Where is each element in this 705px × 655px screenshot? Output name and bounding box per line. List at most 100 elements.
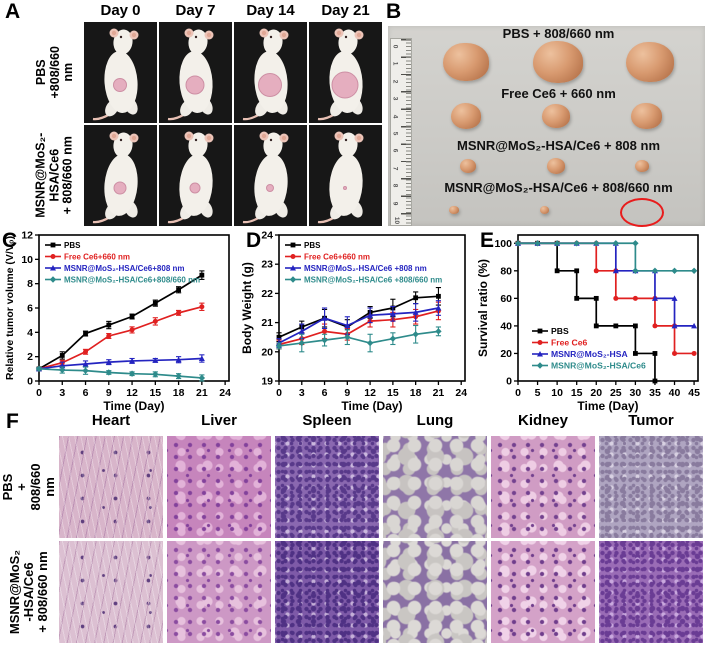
mouse-photo: [234, 125, 307, 226]
svg-text:6: 6: [322, 387, 328, 399]
histology-tile-tumor: [599, 541, 703, 643]
histology-tile-spleen: [275, 436, 379, 538]
mouse-illustration: [309, 22, 382, 123]
svg-text:21: 21: [261, 317, 273, 329]
ruler-number: 0: [391, 44, 399, 49]
histology-tile-kidney: [491, 541, 595, 643]
svg-text:Body Weight (g): Body Weight (g): [240, 262, 254, 354]
organ-header: Heart: [91, 412, 131, 429]
svg-text:21: 21: [196, 387, 208, 399]
svg-text:24: 24: [261, 230, 273, 242]
treatment-group-label: MSNR@MoS₂- HSA/Ce6 + 808/660 nm: [28, 125, 82, 226]
mouse-illustration: [84, 125, 157, 226]
mouse-illustration: [309, 125, 382, 226]
svg-text:80: 80: [500, 265, 512, 277]
red-circle-no-tumor: [620, 198, 664, 227]
ruler-number: 1: [391, 62, 399, 66]
ruler-number: 7: [391, 166, 399, 171]
svg-text:21: 21: [433, 387, 445, 399]
svg-text:Free Ce6: Free Ce6: [551, 338, 588, 348]
svg-text:22: 22: [261, 288, 273, 300]
excised-tumor: [451, 103, 481, 129]
svg-text:9: 9: [344, 387, 350, 399]
day-header: Day 7: [175, 2, 216, 19]
svg-text:0: 0: [506, 376, 512, 388]
mouse-illustration: [84, 22, 157, 123]
svg-text:20: 20: [261, 346, 273, 358]
svg-text:18: 18: [410, 387, 422, 399]
svg-text:0: 0: [36, 387, 42, 399]
svg-text:24: 24: [455, 387, 467, 399]
histology-tile-lung: [383, 541, 487, 643]
svg-text:Relative tumor volume (V/V₀): Relative tumor volume (V/V₀): [4, 236, 16, 380]
svg-text:6: 6: [27, 303, 33, 315]
mouse-photo: [84, 125, 157, 226]
ruler-number: 9: [391, 201, 399, 205]
ruler-number: 4: [391, 114, 399, 118]
svg-text:MSNR@MoS₂-HSA/Ce6 +808/660 nm: MSNR@MoS₂-HSA/Ce6 +808/660 nm: [304, 276, 442, 285]
excised-tumor: [533, 41, 583, 83]
excised-tumor: [460, 159, 476, 173]
organ-header: Kidney: [517, 412, 568, 429]
mouse-photo: [309, 125, 382, 226]
chart-c: 0 3 6 9 12 15 18 21 24 0 2 4 6 8 10 12 Time (Day) Relativ…: [2, 229, 238, 414]
chart-e: 0 5 10 15 20 25 30 35 40 45 0 20 40 60 80 100 Time (Day)…: [476, 229, 705, 413]
treatment-group-label-text: PBS +808/660 nm: [33, 46, 75, 99]
chart-d-svg: 0 3 6 9 12 15 18 21 24 19 20 21 22 23 24 Time (Day) Body…: [240, 230, 467, 414]
svg-text:10: 10: [551, 387, 563, 399]
svg-text:40: 40: [500, 320, 512, 332]
svg-text:MSNR@MoS₂-HSA/Ce6 +808 nm: MSNR@MoS₂-HSA/Ce6 +808 nm: [304, 264, 427, 273]
legend: PBS Free Ce6+660 nm MSNR@MoS₂-HSA/Ce6 +808…: [285, 241, 442, 285]
svg-text:Free Ce6+660 nm: Free Ce6+660 nm: [64, 253, 130, 262]
tumor-group-label: MSNR@MoS₂-HSA/Ce6 + 808 nm: [456, 138, 661, 153]
svg-text:15: 15: [571, 387, 583, 399]
histology-tile-liver: [167, 541, 271, 643]
svg-text:10: 10: [21, 254, 33, 266]
treatment-group-label: PBS +808/660 nm: [28, 22, 82, 123]
ruler-number: 10: [393, 216, 401, 225]
svg-text:15: 15: [149, 387, 161, 399]
svg-text:Time (Day): Time (Day): [341, 399, 402, 413]
excised-tumor: [542, 104, 570, 128]
svg-text:12: 12: [21, 230, 33, 242]
svg-text:PBS: PBS: [64, 241, 81, 250]
mouse-illustration: [234, 125, 307, 226]
mouse-photo: [159, 22, 232, 123]
svg-text:25: 25: [610, 387, 622, 399]
treatment-group-label-text: MSNR@MoS₂- HSA/Ce6 + 808/660 nm: [33, 132, 75, 219]
tumor-group-label: PBS + 808/660 nm: [502, 26, 615, 41]
mouse-photo: [159, 125, 232, 226]
excised-tumor: [539, 206, 549, 214]
panel-f-label: F: [6, 410, 19, 433]
tumor-group-label: MSNR@MoS₂-HSA/Ce6 + 808/660 nm: [444, 180, 673, 195]
histology-tile-spleen: [275, 541, 379, 643]
organ-header: Tumor: [628, 412, 674, 429]
histology-tile-lung: [383, 436, 487, 538]
day-header: Day 14: [246, 2, 295, 19]
panel-b-label: B: [386, 0, 402, 23]
ruler-number: 2: [391, 79, 399, 84]
svg-text:MSNR@MoS₂-HSA/Ce6+808/660 nm: MSNR@MoS₂-HSA/Ce6+808/660 nm: [64, 276, 200, 285]
excised-tumor: [443, 42, 489, 82]
histology-tile-liver: [167, 436, 271, 538]
svg-text:Free Ce6+660 nm: Free Ce6+660 nm: [304, 253, 370, 262]
excised-tumor: [630, 102, 662, 129]
mouse-illustration: [234, 22, 307, 123]
excised-tumor: [547, 158, 565, 174]
svg-text:35: 35: [649, 387, 661, 399]
legend: PBS Free Ce6+660 nm MSNR@MoS₂-HSA/Ce6+808 …: [45, 241, 200, 285]
chart-d: 0 3 6 9 12 15 18 21 24 19 20 21 22 23 24 Time (Day) Body…: [240, 229, 474, 414]
svg-text:5: 5: [535, 387, 541, 399]
excised-tumor: [626, 41, 674, 83]
tumor-photo-background: 0 1 2 3 4 5 6 7 8 9 10 PBS + 808/660 nm Free Ce6 + 6…: [388, 26, 705, 227]
svg-text:2: 2: [27, 351, 33, 363]
svg-text:40: 40: [669, 387, 681, 399]
svg-text:4: 4: [27, 327, 33, 339]
histology-group-label: PBS + 808/660 nm: [0, 436, 57, 538]
svg-text:20: 20: [500, 348, 512, 360]
svg-text:0: 0: [27, 376, 33, 388]
svg-text:6: 6: [83, 387, 89, 399]
